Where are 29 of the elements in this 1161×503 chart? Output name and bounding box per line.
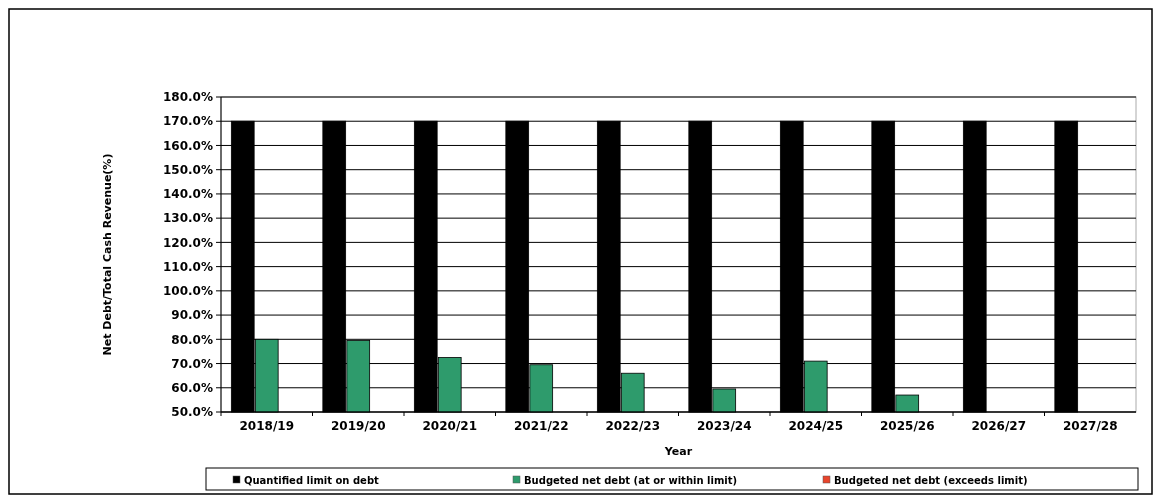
- y-tick-label: 120.0%: [163, 235, 213, 250]
- x-tick-label: 2019/20: [331, 419, 386, 433]
- y-tick-label: 90.0%: [171, 308, 213, 323]
- x-tick-label: 2018/19: [239, 419, 294, 433]
- y-tick-label: 110.0%: [163, 259, 213, 274]
- legend-label: Budgeted net debt (at or within limit): [524, 474, 738, 486]
- x-tick-label: 2020/21: [422, 419, 477, 433]
- y-tick-label: 160.0%: [163, 138, 213, 153]
- y-axis-title: Net Debt/Total Cash Revenue(%): [101, 153, 114, 356]
- x-tick-label: 2023/24: [697, 419, 752, 433]
- x-tick-label: 2026/27: [971, 419, 1026, 433]
- y-tick-label: 70.0%: [171, 356, 213, 371]
- y-tick-label: 130.0%: [163, 211, 213, 226]
- x-tick-label: 2022/23: [605, 419, 660, 433]
- y-tick-label: 150.0%: [163, 162, 213, 177]
- y-tick-label: 80.0%: [171, 332, 213, 347]
- y-tick-label: 50.0%: [171, 405, 213, 420]
- x-tick-label: 2025/26: [880, 419, 935, 433]
- legend-label: Quantified limit on debt: [244, 474, 380, 486]
- legend-label: Budgeted net debt (exceeds limit): [834, 474, 1028, 486]
- y-tick-label: 140.0%: [163, 187, 213, 202]
- x-tick-label: 2027/28: [1063, 419, 1118, 433]
- y-tick-label: 100.0%: [163, 284, 213, 299]
- y-tick-label: 60.0%: [171, 380, 213, 395]
- x-axis-title: Year: [663, 445, 693, 458]
- y-tick-label: 180.0%: [163, 90, 213, 105]
- y-tick-label: 170.0%: [163, 114, 213, 129]
- x-tick-label: 2021/22: [514, 419, 569, 433]
- x-tick-label: 2024/25: [788, 419, 843, 433]
